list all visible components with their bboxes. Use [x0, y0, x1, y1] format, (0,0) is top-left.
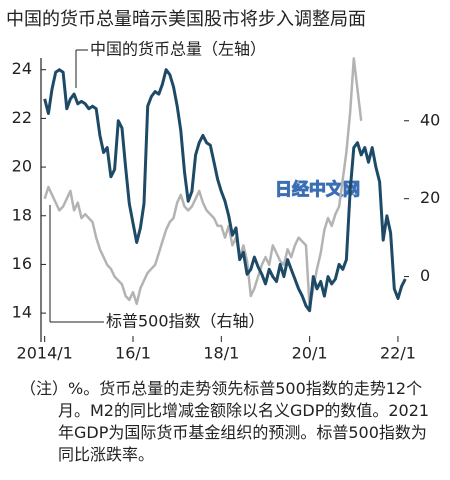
legend-label: 中国的货币总量（左轴） — [90, 40, 266, 59]
series-line — [43, 68, 407, 313]
series-line — [43, 57, 363, 309]
y2-tick-label: 20 — [420, 188, 440, 207]
x-tick-label: 2014/1 — [17, 344, 73, 363]
x-tick-label: 16/1 — [115, 344, 151, 363]
y2-tick-label: 40 — [420, 110, 440, 129]
x-tick-label: 20/1 — [292, 344, 328, 363]
y-tick-label: 24 — [12, 59, 32, 78]
x-tick-label: 18/1 — [203, 344, 239, 363]
chart: 中国的货币总量暗示美国股市将步入调整局面 日经中文网 14 16 18 20 22 24 0… — [6, 9, 440, 363]
x-tick-label: 22/1 — [380, 344, 416, 363]
y-tick-label: 22 — [12, 108, 32, 127]
chart-title: 中国的货币总量暗示美国股市将步入调整局面 — [6, 9, 366, 30]
watermark: 日经中文网 — [275, 179, 360, 200]
y2-tick-label: 0 — [420, 266, 430, 285]
legend-label: 标普500指数（右轴） — [106, 312, 265, 331]
note: （注）%。货币总量的走势领先标普500指数的走势12个月。M2的同比增减金额除以… — [20, 379, 430, 464]
y-tick-label: 18 — [12, 205, 32, 224]
y-tick-label: 20 — [12, 157, 32, 176]
y-tick-label: 14 — [12, 303, 32, 322]
y-tick-label: 16 — [12, 254, 32, 273]
